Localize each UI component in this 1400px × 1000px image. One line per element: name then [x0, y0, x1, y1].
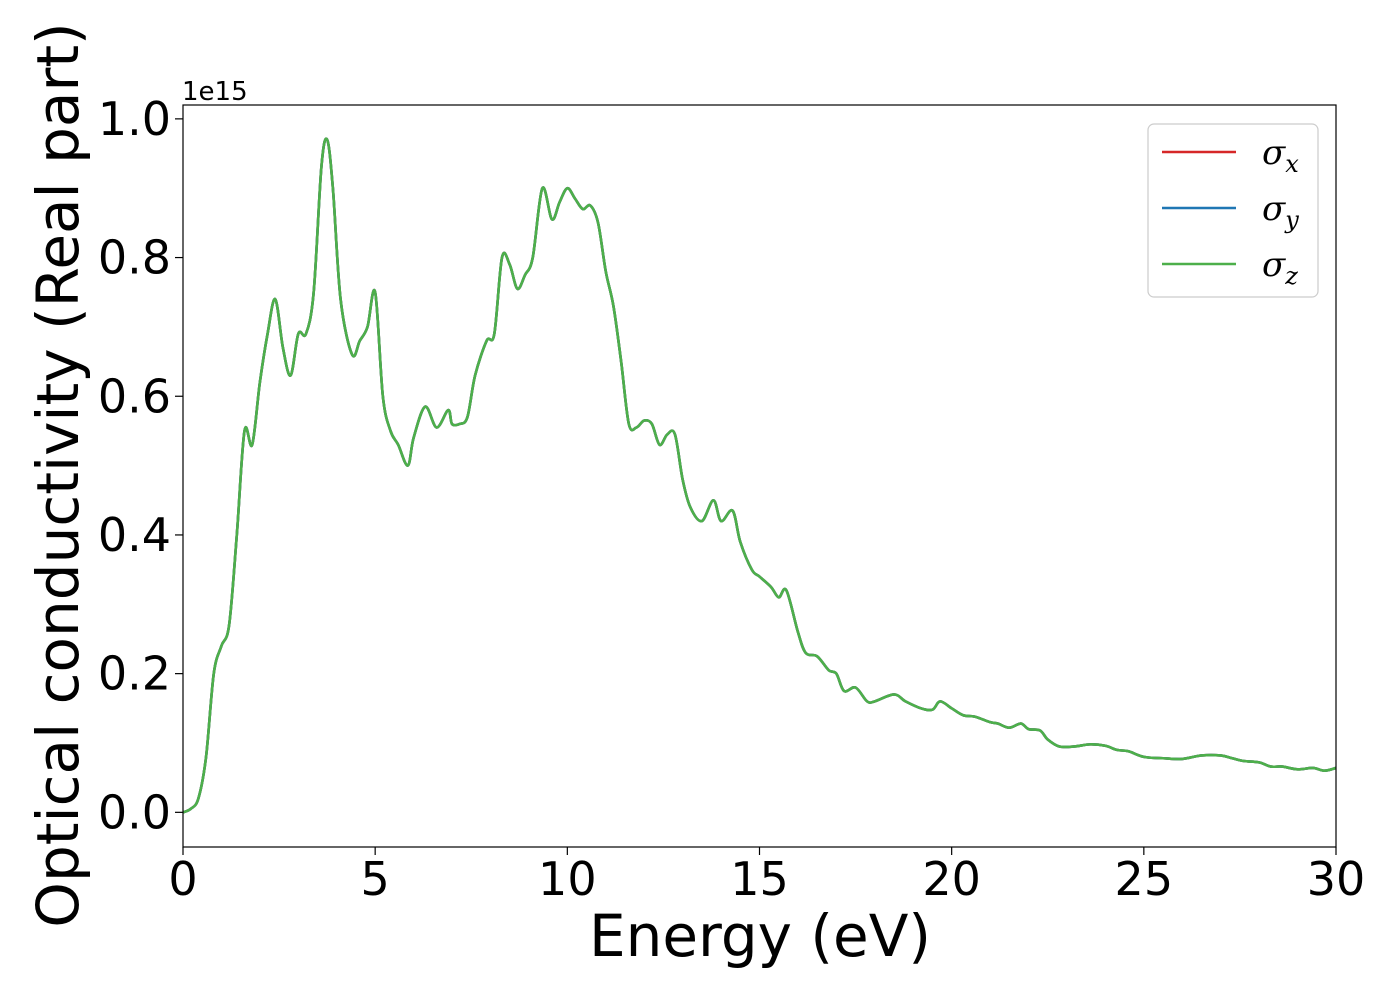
x-axis-ticks: 0 5 10 15 20 25 30: [168, 847, 1365, 906]
x-axis-label: Energy (eV): [589, 902, 931, 970]
y-tick-label: 0.4: [98, 508, 171, 562]
x-tick-label: 25: [1115, 852, 1174, 906]
y-tick-label: 0.8: [98, 231, 171, 285]
x-tick-label: 0: [168, 852, 197, 906]
series-line-3: [182, 137, 1337, 814]
legend-label-x: σx: [1262, 133, 1299, 178]
y-tick-label: 0.0: [98, 785, 171, 839]
y-axis-offset-label: 1e15: [182, 77, 248, 107]
legend: σx σy σz: [1147, 123, 1319, 298]
y-axis-label: Optical conductivity (Real part): [24, 22, 92, 927]
y-tick-label: 0.6: [98, 369, 171, 423]
legend-label-z: σz: [1262, 245, 1298, 290]
legend-label-y: σy: [1262, 189, 1299, 234]
y-tick-label: 0.2: [98, 647, 171, 701]
plot-lines: [182, 137, 1337, 814]
y-tick-label: 1.0: [98, 92, 171, 146]
x-tick-label: 20: [922, 852, 981, 906]
x-tick-label: 30: [1307, 852, 1366, 906]
x-tick-label: 15: [730, 852, 789, 906]
y-axis-ticks: 0.0 0.2 0.4 0.6 0.8 1.0: [98, 92, 183, 839]
legend-box: [1147, 123, 1319, 298]
x-tick-label: 10: [538, 852, 597, 906]
x-tick-label: 5: [361, 852, 390, 906]
